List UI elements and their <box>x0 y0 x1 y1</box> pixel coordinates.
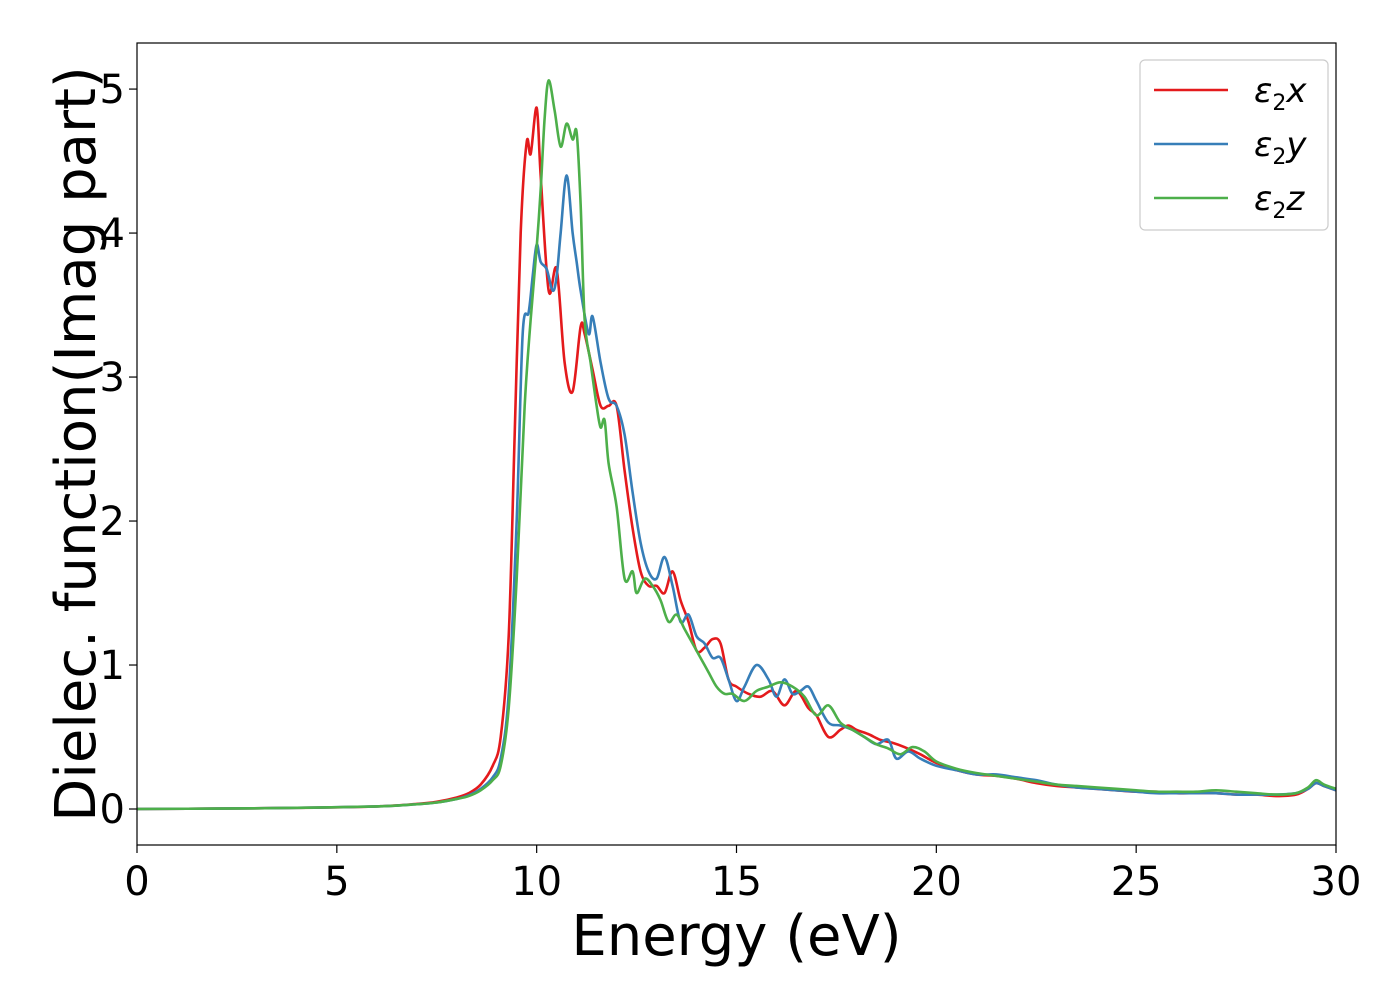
legend-component: z <box>1285 179 1305 219</box>
x-axis: 0 5 10 15 20 25 30 <box>124 845 1361 905</box>
legend-label-z: ε2z <box>1254 179 1305 224</box>
series-line-z <box>137 79 1336 811</box>
y-tick-label: 5 <box>100 67 125 113</box>
legend-symbol: ε <box>1254 71 1272 111</box>
legend-subscript: 2 <box>1272 91 1286 116</box>
y-axis: 0 1 2 3 4 5 <box>100 67 137 833</box>
x-axis-label: Energy (eV) <box>571 904 901 969</box>
legend-component: y <box>1285 125 1307 165</box>
legend-symbol: ε <box>1254 179 1272 219</box>
y-axis-label: Dielec. function(Imag part) <box>44 66 109 822</box>
series-layer <box>137 79 1336 811</box>
x-tick-label: 10 <box>511 859 562 905</box>
x-tick-label: 0 <box>124 859 149 905</box>
x-tick-label: 5 <box>324 859 349 905</box>
y-tick-label: 2 <box>100 499 125 545</box>
legend-item-z: ε2z <box>1154 179 1305 224</box>
x-tick-label: 25 <box>1111 859 1162 905</box>
series-line-y <box>137 174 1336 811</box>
x-tick-label: 15 <box>711 859 762 905</box>
legend-symbol: ε <box>1254 125 1272 165</box>
y-tick-label: 3 <box>100 355 125 401</box>
y-tick-label: 0 <box>100 787 125 833</box>
x-tick-label: 30 <box>1311 859 1362 905</box>
legend-box <box>1139 59 1329 231</box>
legend-component: x <box>1285 71 1307 111</box>
legend-subscript: 2 <box>1272 199 1286 224</box>
legend-label-x: ε2x <box>1254 71 1307 116</box>
legend-item-y: ε2y <box>1154 125 1307 170</box>
y-tick-label: 4 <box>100 211 125 257</box>
x-tick-label: 20 <box>911 859 962 905</box>
legend-subscript: 2 <box>1272 145 1286 170</box>
legend-label-y: ε2y <box>1254 125 1307 170</box>
legend-item-x: ε2x <box>1154 71 1307 116</box>
y-tick-label: 1 <box>100 643 125 689</box>
